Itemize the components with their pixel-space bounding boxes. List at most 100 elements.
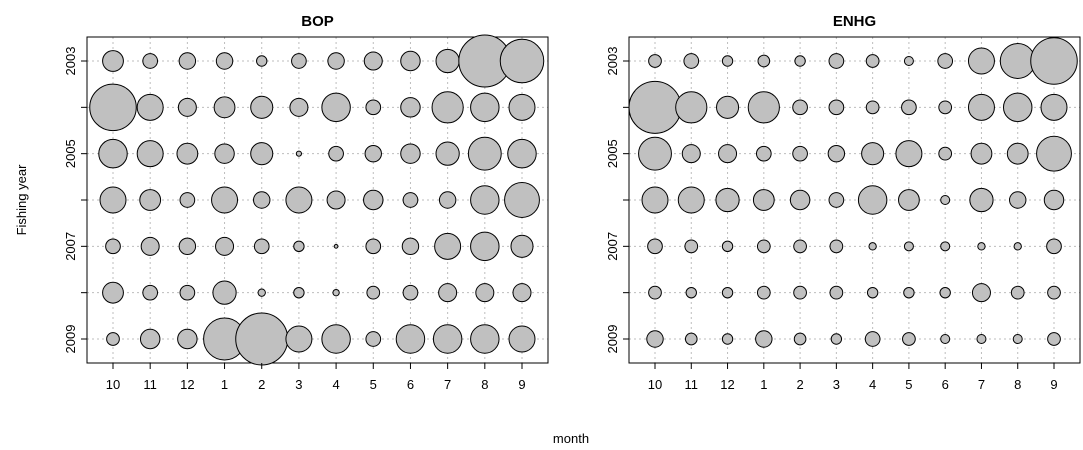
bubble-point: [1046, 238, 1062, 255]
bubble-point: [400, 143, 421, 164]
bubble-point: [89, 83, 137, 132]
x-tick-label: 7: [978, 377, 985, 392]
bubble-point: [1013, 242, 1022, 251]
bubble-point: [752, 189, 775, 211]
x-tick-label: 11: [143, 377, 157, 392]
x-tick-label: 8: [481, 377, 488, 392]
bubble-point: [250, 95, 274, 119]
bubble-point: [938, 100, 953, 115]
bubble-point: [794, 55, 806, 67]
bubble-point: [211, 186, 239, 214]
x-tick-label: 5: [905, 377, 912, 392]
bubble-point: [256, 55, 268, 67]
bubble-point: [793, 285, 807, 300]
bubble-point: [793, 239, 807, 254]
bubble-point: [102, 281, 124, 304]
x-tick-label: 11: [685, 377, 699, 392]
bubble-point: [470, 324, 500, 354]
bubble-point: [969, 187, 994, 213]
bubble-point: [512, 283, 532, 303]
bubble-point: [976, 333, 987, 345]
bubble-point: [105, 238, 121, 255]
bubble-point: [106, 332, 120, 346]
x-tick-label: 12: [720, 377, 734, 392]
x-tick-label: 9: [1050, 377, 1057, 392]
bubble-point: [681, 144, 701, 164]
bubble-point: [136, 140, 164, 168]
x-tick-label: 5: [370, 377, 377, 392]
bubble-point: [470, 92, 500, 123]
bubble-point: [903, 55, 914, 67]
bubble-point: [431, 91, 464, 124]
bubble-point: [755, 145, 772, 162]
bubble-point: [903, 241, 914, 252]
bubble-point: [721, 55, 734, 67]
bubble-point: [142, 284, 159, 301]
bubble-point: [718, 144, 738, 164]
bubble-point: [328, 145, 344, 162]
x-tick-label: 2: [258, 377, 265, 392]
bubble-point: [332, 288, 340, 297]
bubble-point: [895, 140, 923, 168]
bubble-point: [508, 93, 536, 121]
bubble-point: [179, 284, 196, 301]
x-tick-label: 6: [942, 377, 949, 392]
bubble-point: [98, 138, 128, 169]
bubble-point: [901, 99, 917, 116]
bubble-point: [828, 53, 845, 69]
bubble-point: [866, 286, 879, 299]
bubble-point: [792, 145, 808, 162]
bubble-point: [1006, 142, 1029, 165]
bubble-point: [177, 97, 197, 117]
bubble-point: [364, 144, 382, 163]
bubble-point: [977, 242, 986, 251]
bubble-point: [438, 283, 458, 303]
bubble-point: [504, 182, 540, 218]
bubble-point: [508, 325, 536, 353]
bubble-point: [139, 328, 161, 350]
bubble-point: [467, 136, 502, 171]
bubble-point: [293, 286, 305, 299]
bubble-point: [865, 54, 880, 68]
bubble-point: [641, 186, 669, 214]
bubble-point: [475, 283, 495, 303]
x-tick-label: 12: [180, 377, 194, 392]
y-tick-label: 2007: [63, 232, 78, 261]
bubble-point: [721, 240, 734, 253]
bubble-point: [326, 190, 346, 210]
x-tick-label: 3: [833, 377, 840, 392]
bubble-point: [253, 238, 270, 255]
bubble-point: [648, 54, 662, 68]
x-tick-label: 6: [407, 377, 414, 392]
bubble-point: [967, 47, 995, 75]
bubble-point: [253, 191, 271, 209]
bubble-point: [829, 239, 844, 254]
x-tick-label: 4: [869, 377, 876, 392]
bubble-point: [178, 52, 197, 70]
bubble-point: [648, 285, 662, 300]
bubble-point: [1047, 332, 1061, 346]
bubble-point: [747, 91, 780, 124]
bubble-point: [677, 186, 705, 214]
bubble-point: [638, 136, 672, 171]
bubble-point: [400, 97, 421, 118]
bubble-point: [285, 325, 313, 353]
bubble-point: [999, 43, 1036, 79]
bubble-point: [940, 333, 951, 345]
bubble-point: [432, 324, 463, 354]
bubble-point: [402, 284, 419, 301]
bubble-point: [684, 239, 699, 254]
y-tick-label: 2009: [605, 325, 620, 354]
bubble-point: [214, 143, 235, 164]
bubble-point: [257, 288, 266, 297]
bubble-point: [684, 332, 698, 346]
bubble-point: [1036, 135, 1072, 172]
bubble-point: [99, 186, 127, 214]
bubble-point: [793, 332, 807, 346]
bubble-point: [792, 99, 808, 116]
panel-title: BOP: [301, 13, 334, 30]
bubble-point: [470, 231, 500, 262]
bubble-point: [830, 333, 843, 345]
